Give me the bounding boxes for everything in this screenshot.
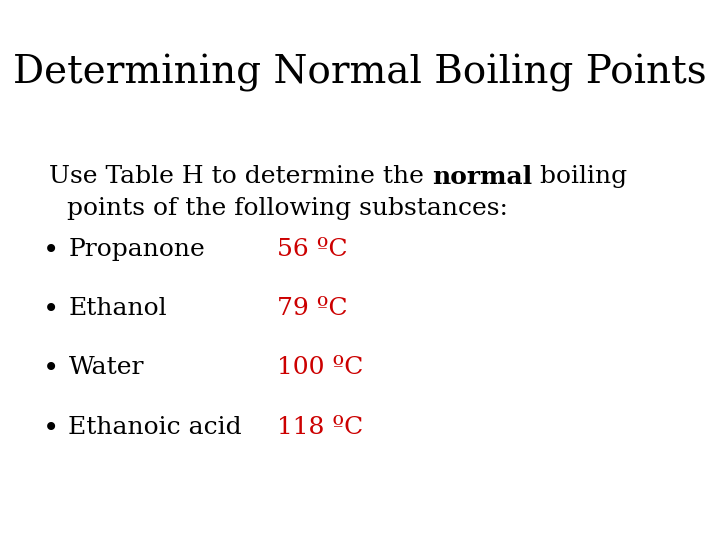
Text: •: • [43, 238, 60, 265]
Text: points of the following substances:: points of the following substances: [67, 197, 508, 220]
Text: •: • [43, 416, 60, 443]
Text: 118 ºC: 118 ºC [277, 416, 364, 439]
Text: 56 ºC: 56 ºC [277, 238, 348, 261]
Text: normal: normal [432, 165, 532, 188]
Text: boiling: boiling [532, 165, 627, 188]
Text: Ethanoic acid: Ethanoic acid [68, 416, 242, 439]
Text: 79 ºC: 79 ºC [277, 297, 348, 320]
Text: Use Table H to determine the: Use Table H to determine the [49, 165, 432, 188]
Text: 100 ºC: 100 ºC [277, 356, 364, 380]
Text: Ethanol: Ethanol [68, 297, 167, 320]
Text: Propanone: Propanone [68, 238, 205, 261]
Text: •: • [43, 297, 60, 324]
Text: •: • [43, 356, 60, 383]
Text: Water: Water [68, 356, 144, 380]
Text: Determining Normal Boiling Points: Determining Normal Boiling Points [13, 54, 707, 92]
